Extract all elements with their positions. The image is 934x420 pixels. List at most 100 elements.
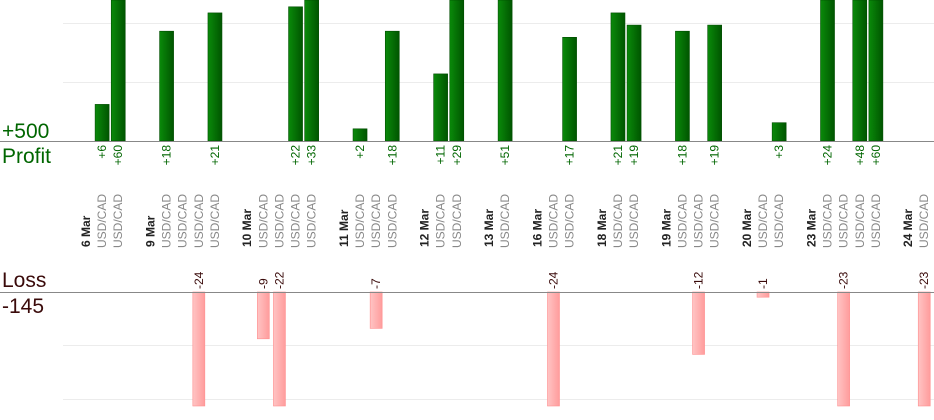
instrument-label: USD/CAD bbox=[305, 194, 319, 248]
loss-bar bbox=[273, 291, 286, 407]
loss-title: Loss bbox=[2, 269, 46, 292]
profit-bar bbox=[675, 30, 690, 142]
profit-bar bbox=[207, 12, 223, 142]
profit-value-label: +48 bbox=[853, 145, 867, 166]
date-label: 12 Mar bbox=[418, 209, 432, 247]
date-label: 23 Mar bbox=[804, 209, 818, 247]
profit-value-label: +21 bbox=[208, 145, 222, 166]
profit-bar bbox=[497, 0, 513, 142]
instrument-label: USD/CAD bbox=[192, 194, 206, 248]
instrument-label: USD/CAD bbox=[111, 194, 125, 248]
profit-value-label: +24 bbox=[821, 145, 835, 166]
instrument-label: USD/CAD bbox=[627, 194, 641, 248]
loss-value-label: -22 bbox=[272, 271, 286, 289]
profit-value-label: +6 bbox=[95, 145, 109, 159]
instrument-label: USD/CAD bbox=[289, 194, 303, 248]
instrument-label: USD/CAD bbox=[917, 194, 931, 248]
loss-value-label: -12 bbox=[692, 271, 706, 289]
profit-bar bbox=[610, 12, 626, 142]
loss-bar bbox=[837, 291, 850, 407]
instrument-label: USD/CAD bbox=[160, 194, 174, 248]
profit-bar bbox=[433, 73, 448, 142]
profit-value-label: +3 bbox=[772, 145, 786, 159]
profit-bar bbox=[852, 0, 868, 142]
profit-value-label: +18 bbox=[675, 145, 689, 166]
profit-bar bbox=[626, 24, 642, 142]
date-label: 6 Mar bbox=[79, 215, 93, 247]
instrument-label: USD/CAD bbox=[708, 194, 722, 248]
profit-value-label: +2 bbox=[353, 145, 367, 159]
profit-value-label: +60 bbox=[111, 145, 125, 166]
profit-bar bbox=[159, 30, 174, 142]
profit-value-label: +51 bbox=[498, 145, 512, 166]
date-label: 20 Mar bbox=[740, 209, 754, 247]
profit-bar bbox=[449, 0, 465, 142]
instrument-label: USD/CAD bbox=[353, 194, 367, 248]
instrument-label: USD/CAD bbox=[756, 194, 770, 248]
loss-value-label: -24 bbox=[192, 271, 206, 289]
profit-bar bbox=[707, 24, 722, 142]
loss-value-label: -7 bbox=[369, 278, 383, 289]
profit-bar bbox=[288, 6, 303, 142]
date-label: 10 Mar bbox=[240, 209, 254, 247]
instrument-label: USD/CAD bbox=[385, 194, 399, 248]
profit-scale-label: +500 bbox=[2, 120, 49, 143]
loss-scale-label: -145 bbox=[2, 295, 44, 318]
date-label: 19 Mar bbox=[659, 209, 673, 247]
profit-bar bbox=[384, 30, 400, 142]
profit-bar bbox=[352, 128, 368, 142]
profit-bar bbox=[771, 122, 787, 142]
profit-bar bbox=[94, 104, 110, 142]
instrument-label: USD/CAD bbox=[208, 194, 222, 248]
profit-value-label: +33 bbox=[305, 145, 319, 166]
profit-value-label: +18 bbox=[160, 145, 174, 166]
profit-bar bbox=[820, 0, 835, 142]
profit-value-label: +18 bbox=[385, 145, 399, 166]
date-label: 18 Mar bbox=[595, 209, 609, 247]
loss-value-label: -24 bbox=[546, 271, 560, 289]
loss-bar bbox=[369, 291, 383, 329]
profit-value-label: +19 bbox=[627, 145, 641, 166]
instrument-label: USD/CAD bbox=[692, 194, 706, 248]
instrument-label: USD/CAD bbox=[369, 194, 383, 248]
profit-title: Profit bbox=[2, 145, 51, 168]
loss-bar bbox=[547, 291, 560, 407]
instrument-label: USD/CAD bbox=[95, 194, 109, 248]
date-label: 9 Mar bbox=[143, 215, 157, 247]
profit-value-label: +21 bbox=[611, 145, 625, 166]
profit-value-label: +17 bbox=[563, 145, 577, 166]
profit-value-label: +29 bbox=[450, 145, 464, 166]
profit-bar bbox=[868, 0, 884, 142]
instrument-label: USD/CAD bbox=[563, 194, 577, 248]
instrument-label: USD/CAD bbox=[176, 194, 190, 248]
loss-value-label: -9 bbox=[256, 278, 270, 289]
date-label: 13 Mar bbox=[482, 209, 496, 247]
instrument-label: USD/CAD bbox=[772, 194, 786, 248]
profit-value-label: +11 bbox=[434, 145, 448, 165]
loss-bar bbox=[692, 291, 705, 355]
instrument-label: USD/CAD bbox=[450, 194, 464, 248]
profit-value-label: +19 bbox=[708, 145, 722, 166]
loss-bar bbox=[917, 291, 931, 407]
profit-value-label: +60 bbox=[869, 145, 883, 166]
instrument-label: USD/CAD bbox=[434, 194, 448, 248]
instrument-label: USD/CAD bbox=[546, 194, 560, 248]
loss-value-label: -23 bbox=[917, 271, 931, 289]
date-label: 11 Mar bbox=[337, 209, 351, 247]
loss-value-label: -1 bbox=[756, 278, 770, 289]
instrument-label: USD/CAD bbox=[498, 194, 512, 248]
instrument-label: USD/CAD bbox=[675, 194, 689, 248]
instrument-label: USD/CAD bbox=[869, 194, 883, 248]
date-label: 16 Mar bbox=[530, 209, 544, 247]
profit-bar bbox=[562, 36, 577, 142]
instrument-label: USD/CAD bbox=[837, 194, 851, 248]
instrument-label: USD/CAD bbox=[611, 194, 625, 248]
loss-bar bbox=[257, 291, 270, 340]
profit-bar bbox=[110, 0, 126, 142]
profit-value-label: +22 bbox=[289, 145, 303, 166]
instrument-label: USD/CAD bbox=[256, 194, 270, 248]
profit-bar bbox=[304, 0, 319, 142]
instrument-label: USD/CAD bbox=[272, 194, 286, 248]
loss-value-label: -23 bbox=[837, 271, 851, 289]
